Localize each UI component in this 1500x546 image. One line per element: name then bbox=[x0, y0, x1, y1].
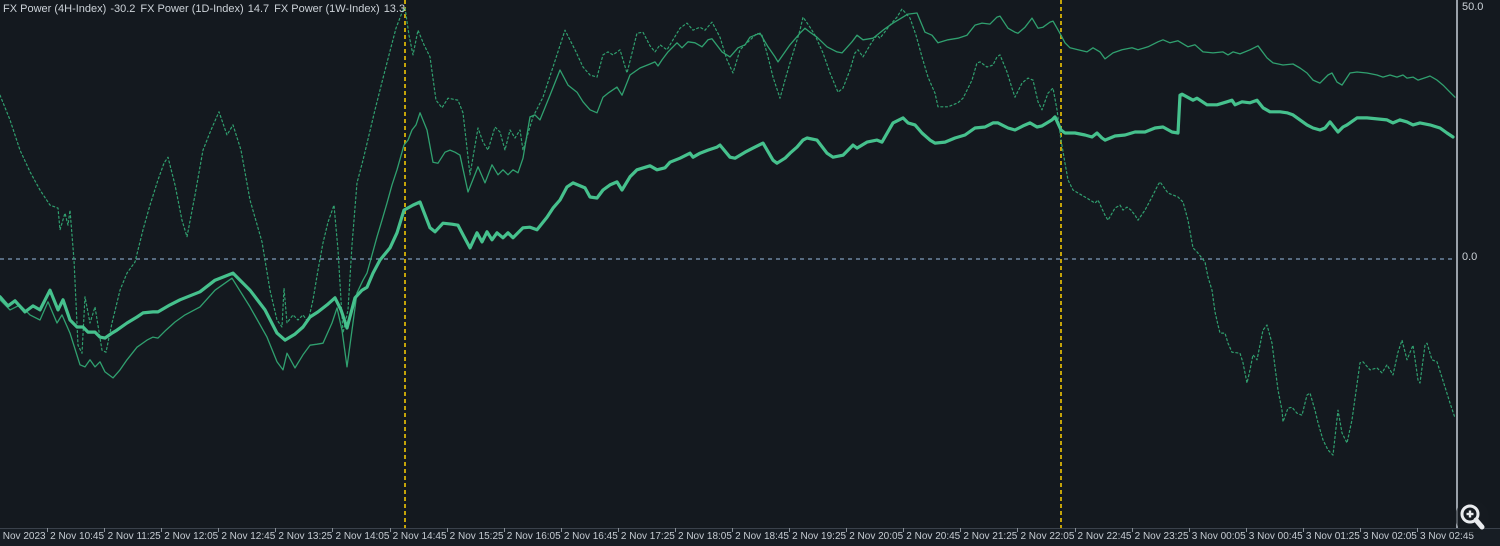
time-axis-tick bbox=[1017, 528, 1019, 532]
y-axis-label-0: 0.0 bbox=[1462, 251, 1478, 263]
y-axis-label-50: 50.0 bbox=[1462, 1, 1484, 13]
time-label: 2 Nov 2023 bbox=[0, 531, 46, 542]
indicator-name-4h: FX Power (4H-Index) bbox=[3, 3, 107, 15]
time-axis-tick bbox=[47, 528, 49, 532]
zoom-in-button[interactable] bbox=[1455, 500, 1489, 534]
time-label: 3 Nov 02:45 bbox=[1420, 531, 1474, 542]
time-label: 2 Nov 13:25 bbox=[278, 531, 333, 542]
time-axis-tick bbox=[1074, 528, 1076, 532]
indicator-value-1d: 14.7 bbox=[247, 3, 270, 15]
time-axis-tick bbox=[903, 528, 905, 532]
time-label: 2 Nov 21:25 bbox=[963, 531, 1018, 542]
time-axis-tick bbox=[1302, 528, 1304, 532]
time-label: 3 Nov 01:25 bbox=[1305, 531, 1360, 542]
time-axis-tick bbox=[332, 528, 334, 532]
time-axis-tick bbox=[161, 528, 163, 532]
time-axis-tick bbox=[104, 528, 106, 532]
time-axis-tick bbox=[1188, 528, 1190, 532]
time-label: 2 Nov 17:25 bbox=[620, 531, 675, 542]
time-axis-tick bbox=[446, 528, 448, 532]
magnifier-plus-icon bbox=[1460, 504, 1485, 530]
time-label: 2 Nov 20:45 bbox=[906, 531, 961, 542]
time-label: 2 Nov 22:05 bbox=[1020, 531, 1075, 542]
time-label: 2 Nov 19:25 bbox=[792, 531, 847, 542]
time-label: 3 Nov 00:05 bbox=[1191, 531, 1246, 542]
time-label: 2 Nov 16:05 bbox=[506, 531, 561, 542]
time-axis-tick bbox=[674, 528, 676, 532]
time-axis-tick bbox=[560, 528, 562, 532]
time-axis-tick bbox=[389, 528, 391, 532]
time-axis-tick bbox=[960, 528, 962, 532]
time-axis-tick bbox=[503, 528, 505, 532]
series-1w-index-thick-line bbox=[0, 92, 1455, 342]
indicator-name-1d: FX Power (1D-Index) bbox=[140, 3, 244, 15]
time-label: 2 Nov 20:05 bbox=[849, 531, 904, 542]
series-1d-index-thin-line bbox=[0, 12, 1456, 379]
time-axis-tick bbox=[1131, 528, 1133, 532]
time-axis-tick bbox=[789, 528, 791, 532]
time-label: 3 Nov 00:45 bbox=[1248, 531, 1303, 542]
indicator-value-4h: -30.2 bbox=[110, 3, 136, 15]
indicator-values-label: FX Power (4H-Index) -30.2 FX Power (1D-Ind… bbox=[3, 3, 410, 15]
time-axis-tick bbox=[617, 528, 619, 532]
time-label: 2 Nov 10:45 bbox=[50, 531, 105, 542]
series-4h-index-dotted-line bbox=[0, 7, 1456, 456]
time-axis-tick bbox=[846, 528, 848, 532]
time-axis-tick bbox=[218, 528, 220, 532]
time-label: 2 Nov 16:45 bbox=[563, 531, 618, 542]
time-label: 2 Nov 23:25 bbox=[1134, 531, 1189, 542]
time-label: 3 Nov 02:05 bbox=[1362, 531, 1417, 542]
indicator-name-1w: FX Power (1W-Index) bbox=[274, 3, 380, 15]
time-label: 2 Nov 12:05 bbox=[164, 531, 219, 542]
chart-canvas[interactable] bbox=[0, 0, 1500, 528]
time-axis-tick bbox=[275, 528, 277, 532]
time-label: 2 Nov 22:45 bbox=[1077, 531, 1132, 542]
time-label: 2 Nov 18:45 bbox=[735, 531, 789, 542]
time-axis-tick bbox=[732, 528, 734, 532]
time-axis-tick bbox=[1245, 528, 1247, 532]
time-label: 2 Nov 11:25 bbox=[107, 531, 161, 542]
time-label: 2 Nov 14:45 bbox=[392, 531, 447, 542]
time-label: 2 Nov 15:25 bbox=[449, 531, 504, 542]
time-label: 2 Nov 18:05 bbox=[677, 531, 732, 542]
time-axis-tick bbox=[1359, 528, 1361, 532]
time-label: 2 Nov 14:05 bbox=[335, 531, 390, 542]
time-label: 2 Nov 12:45 bbox=[221, 531, 276, 542]
time-axis-tick bbox=[1417, 528, 1418, 532]
indicator-value-1w: 13.3 bbox=[383, 3, 406, 15]
